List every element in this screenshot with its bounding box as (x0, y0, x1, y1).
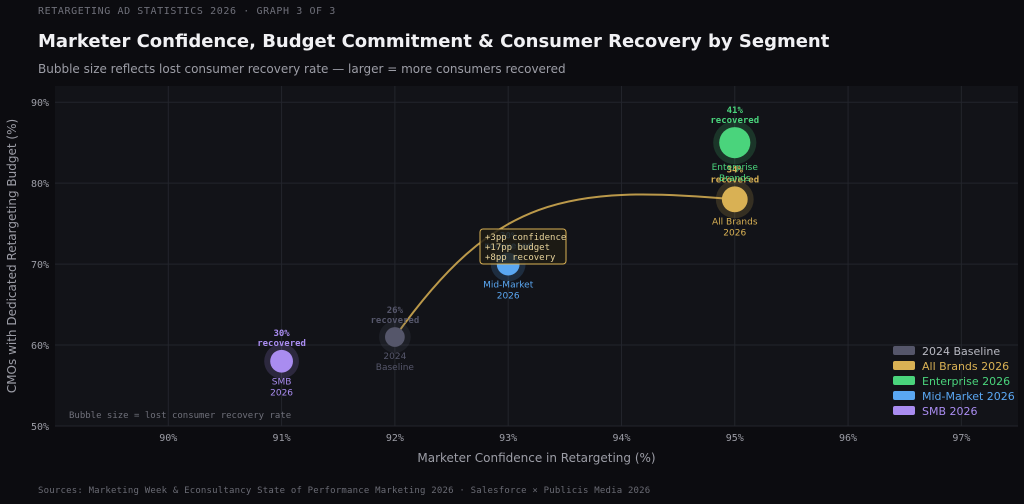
bubble-point-label: Baseline (376, 363, 415, 373)
y-tick-label: 70% (31, 260, 49, 271)
legend-swatch (893, 376, 915, 385)
bubble-value-label: 41% (727, 106, 744, 116)
y-axis-label: CMOs with Dedicated Retargeting Budget (… (5, 119, 19, 393)
annotation-line: +3pp confidence (485, 233, 566, 243)
y-tick-label: 50% (31, 422, 49, 433)
annotation-line: +8pp recovery (485, 253, 556, 263)
bubble-value-label: 30% (273, 329, 290, 339)
bubble-value-sub: recovered (257, 339, 306, 349)
x-tick-label: 92% (386, 433, 404, 444)
legend-label: 2024 Baseline (922, 345, 1000, 358)
bubble (270, 349, 293, 373)
x-tick-label: 93% (499, 433, 517, 444)
bubble-point-label: Mid-Market (483, 280, 534, 290)
x-tick-label: 97% (952, 433, 970, 444)
x-tick-label: 96% (839, 433, 857, 444)
trend-curve (394, 193, 735, 338)
sources-footer: Sources: Marketing Week & Econsultancy S… (38, 486, 651, 496)
bubble-point-label: All Brands (712, 217, 758, 227)
page-title: Marketer Confidence, Budget Commitment &… (38, 31, 830, 52)
y-tick-label: 90% (31, 98, 49, 109)
x-tick-label: 95% (726, 433, 744, 444)
legend-swatch (893, 391, 915, 400)
annotation-line: +17pp budget (485, 243, 550, 253)
bubble-value-sub: recovered (710, 175, 759, 185)
x-tick-label: 91% (273, 433, 291, 444)
x-tick-label: 90% (159, 433, 177, 444)
bubble-value-label: 34% (727, 165, 744, 175)
legend-swatch (893, 346, 915, 355)
legend-label: All Brands 2026 (922, 360, 1009, 373)
bubble-point-label: Brands (719, 174, 751, 184)
x-tick-label: 94% (612, 433, 630, 444)
bubble (385, 327, 405, 347)
page-kicker: RETARGETING AD STATISTICS 2026 · GRAPH 3… (38, 6, 336, 17)
x-axis-label: Marketer Confidence in Retargeting (%) (417, 451, 655, 465)
bubble-value-sub: recovered (370, 316, 419, 326)
annotation-box (479, 228, 567, 265)
bubble (721, 186, 748, 213)
bubble-value-sub: recovered (710, 116, 759, 126)
size-note: Bubble size = lost consumer recovery rat… (69, 411, 291, 421)
legend-label: Mid-Market 2026 (922, 390, 1015, 403)
legend-swatch (893, 406, 915, 415)
bubble-point-label: SMB (272, 378, 292, 388)
bubble-point-label: 2026 (270, 389, 293, 399)
legend-swatch (893, 361, 915, 370)
legend-label: Enterprise 2026 (922, 375, 1010, 388)
y-tick-label: 60% (31, 341, 49, 352)
y-tick-label: 80% (31, 179, 49, 190)
bubble-point-label: 2026 (723, 228, 746, 238)
bubble-point-label: Enterprise (712, 163, 759, 173)
bubble-value-label: 26% (387, 306, 404, 316)
bubble-point-label: 2026 (497, 291, 520, 301)
bubble (719, 127, 751, 159)
page-subtitle: Bubble size reflects lost consumer recov… (38, 62, 566, 76)
legend-label: SMB 2026 (922, 405, 978, 418)
bubble-point-label: 2024 (383, 352, 406, 362)
